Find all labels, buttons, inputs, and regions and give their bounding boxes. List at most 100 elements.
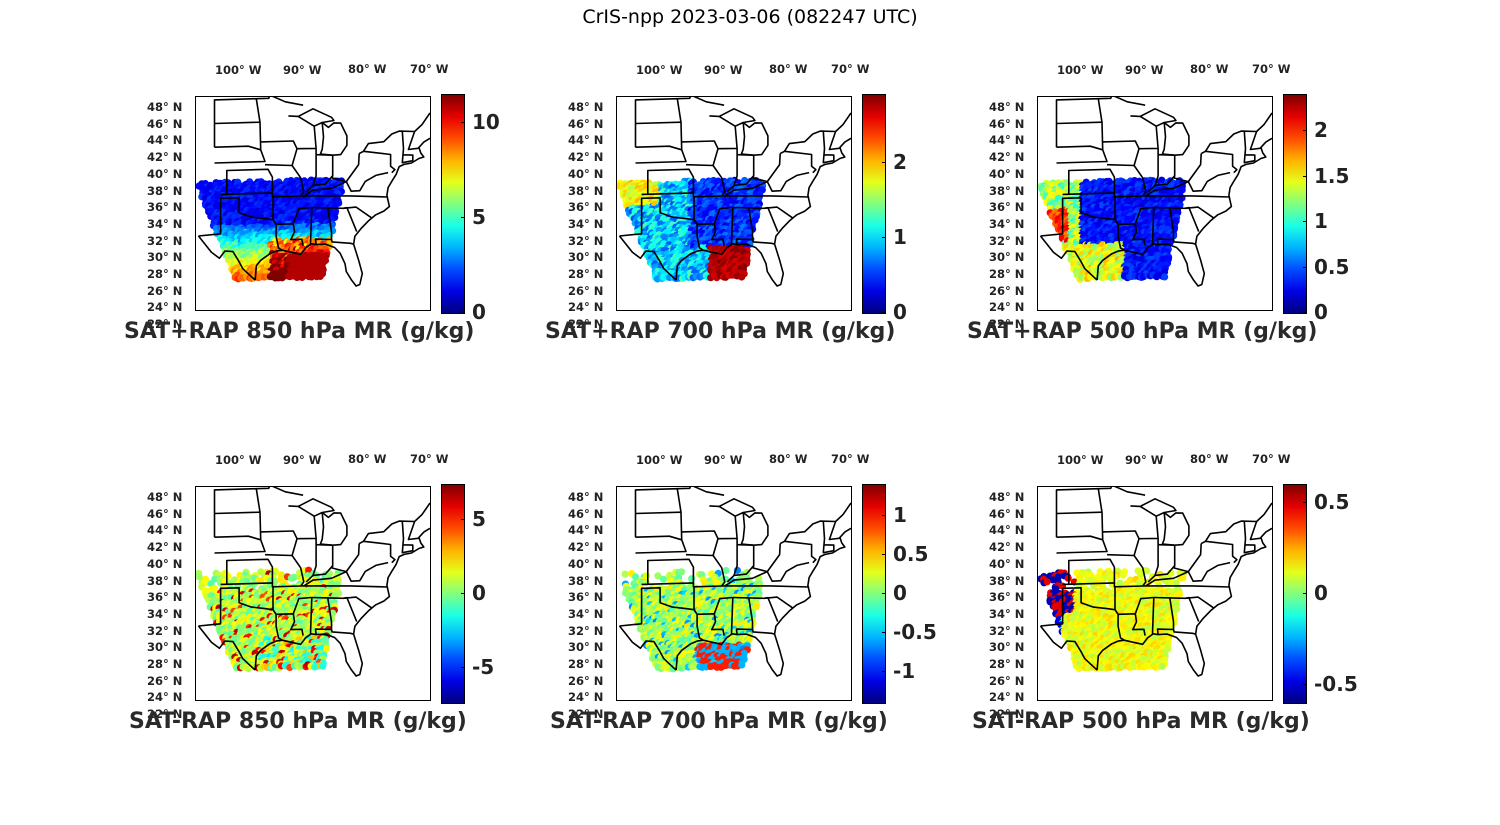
boundary-line bbox=[254, 137, 430, 287]
boundary-line bbox=[1098, 97, 1146, 106]
latitude-label: 38° N bbox=[147, 183, 183, 198]
boundary-line bbox=[197, 625, 256, 671]
colorbar-tick-label: 0 bbox=[472, 300, 486, 324]
map-canvas bbox=[618, 487, 851, 677]
boundary-line bbox=[634, 97, 683, 150]
latitude-label: 48° N bbox=[568, 100, 604, 114]
latitude-label: 26° N bbox=[147, 673, 183, 688]
latitude-label: 40° N bbox=[147, 166, 183, 181]
boundary-line bbox=[1056, 121, 1103, 125]
boundary-line bbox=[327, 206, 372, 219]
boundary-line bbox=[1172, 239, 1196, 245]
boundary-line bbox=[407, 521, 419, 541]
colorbar-tick-label: 10 bbox=[472, 110, 500, 135]
boundary-line bbox=[292, 596, 312, 615]
boundary-line bbox=[213, 487, 262, 540]
boundary-line bbox=[288, 115, 317, 150]
colorbar bbox=[441, 484, 465, 704]
footprint-dot bbox=[621, 570, 629, 578]
boundary-line bbox=[260, 140, 298, 167]
boundary-line bbox=[312, 175, 334, 187]
colorbar-tick-mark bbox=[461, 666, 465, 668]
panel-title: SAT+RAP 700 hPa MR (g/kg) bbox=[545, 319, 896, 344]
boundary-line bbox=[726, 148, 738, 193]
colorbar-tick-mark bbox=[461, 312, 465, 313]
boundary-line bbox=[213, 97, 262, 150]
boundary-line bbox=[309, 207, 313, 244]
boundary-line bbox=[718, 108, 756, 127]
boundary-line bbox=[291, 555, 305, 587]
swath-footprints bbox=[196, 176, 346, 283]
longitude-label: 70° W bbox=[831, 61, 870, 76]
boundary-line bbox=[291, 165, 305, 197]
boundary-line bbox=[764, 206, 779, 232]
boundary-line bbox=[214, 535, 266, 554]
longitude-label: 70° W bbox=[1252, 61, 1291, 76]
latitude-label: 28° N bbox=[989, 267, 1025, 281]
colorbar-tick-label: 1.5 bbox=[1314, 163, 1350, 188]
boundary-line bbox=[1151, 207, 1155, 244]
state-boundaries bbox=[197, 97, 430, 287]
latitude-label: 22° N bbox=[147, 707, 183, 722]
colorbar bbox=[441, 94, 465, 314]
latitude-label: 40° N bbox=[568, 166, 604, 181]
boundary-line bbox=[309, 597, 313, 634]
swath-footprints bbox=[621, 566, 764, 673]
colorbar-tick-mark bbox=[461, 217, 465, 219]
latitude-label: 36° N bbox=[147, 590, 183, 605]
colorbar-tick-label: 5 bbox=[472, 507, 486, 532]
boundary-line bbox=[1096, 137, 1272, 287]
latitude-label: 36° N bbox=[989, 200, 1025, 215]
map-axes bbox=[195, 486, 431, 701]
latitude-label: 42° N bbox=[568, 150, 604, 165]
boundary-line bbox=[1204, 112, 1272, 152]
boundary-line bbox=[362, 112, 430, 152]
colorbar-tick-label: 1 bbox=[1314, 209, 1328, 234]
boundary-line bbox=[1169, 206, 1214, 219]
longitude-label: 90° W bbox=[283, 452, 322, 467]
latitude-label: 32° N bbox=[568, 233, 604, 248]
latitude-label: 22° N bbox=[989, 317, 1025, 332]
map-canvas bbox=[617, 97, 851, 287]
latitude-label: 24° N bbox=[568, 300, 604, 315]
colorbar bbox=[862, 94, 886, 314]
boundary-line bbox=[1243, 131, 1256, 164]
boundary-line bbox=[1068, 168, 1116, 195]
colorbar-tick-mark bbox=[882, 236, 886, 238]
boundary-line bbox=[358, 150, 396, 174]
colorbar-tick-mark bbox=[1303, 175, 1307, 177]
latitude-label: 42° N bbox=[989, 150, 1025, 165]
colorbar-tick-label: 0 bbox=[1314, 300, 1328, 324]
state-boundaries bbox=[618, 97, 851, 287]
boundary-line bbox=[345, 171, 389, 192]
boundary-line bbox=[822, 131, 835, 164]
swath-footprints bbox=[617, 176, 766, 283]
colorbar-tick-label: 0 bbox=[472, 581, 486, 605]
longitude-label: 80° W bbox=[769, 62, 808, 77]
state-boundaries bbox=[197, 487, 430, 677]
colorbar-tick-label: 2 bbox=[1314, 118, 1328, 143]
boundary-line bbox=[1200, 150, 1238, 174]
boundary-line bbox=[214, 121, 261, 125]
latitude-label: 26° N bbox=[147, 283, 183, 298]
latitude-label: 38° N bbox=[989, 183, 1025, 198]
map-canvas bbox=[196, 97, 430, 287]
footprint-dot bbox=[678, 568, 686, 576]
latitude-label: 44° N bbox=[989, 133, 1025, 148]
boundary-line bbox=[1153, 206, 1175, 245]
latitude-label: 30° N bbox=[147, 640, 183, 655]
boundary-line bbox=[197, 235, 256, 281]
colorbar-tick-label: 0 bbox=[893, 300, 907, 324]
footprint-dot bbox=[316, 272, 324, 280]
boundary-line bbox=[748, 206, 793, 219]
boundary-line bbox=[783, 112, 851, 152]
boundary-line bbox=[297, 498, 335, 517]
boundary-line bbox=[1154, 175, 1176, 187]
latitude-label: 44° N bbox=[147, 523, 183, 538]
boundary-line bbox=[226, 168, 274, 195]
footprint-dot bbox=[738, 273, 746, 281]
boundary-line bbox=[198, 587, 283, 641]
boundary-line bbox=[319, 121, 348, 156]
footprint-dot bbox=[632, 573, 640, 581]
colorbar-tick-mark bbox=[1303, 266, 1307, 268]
